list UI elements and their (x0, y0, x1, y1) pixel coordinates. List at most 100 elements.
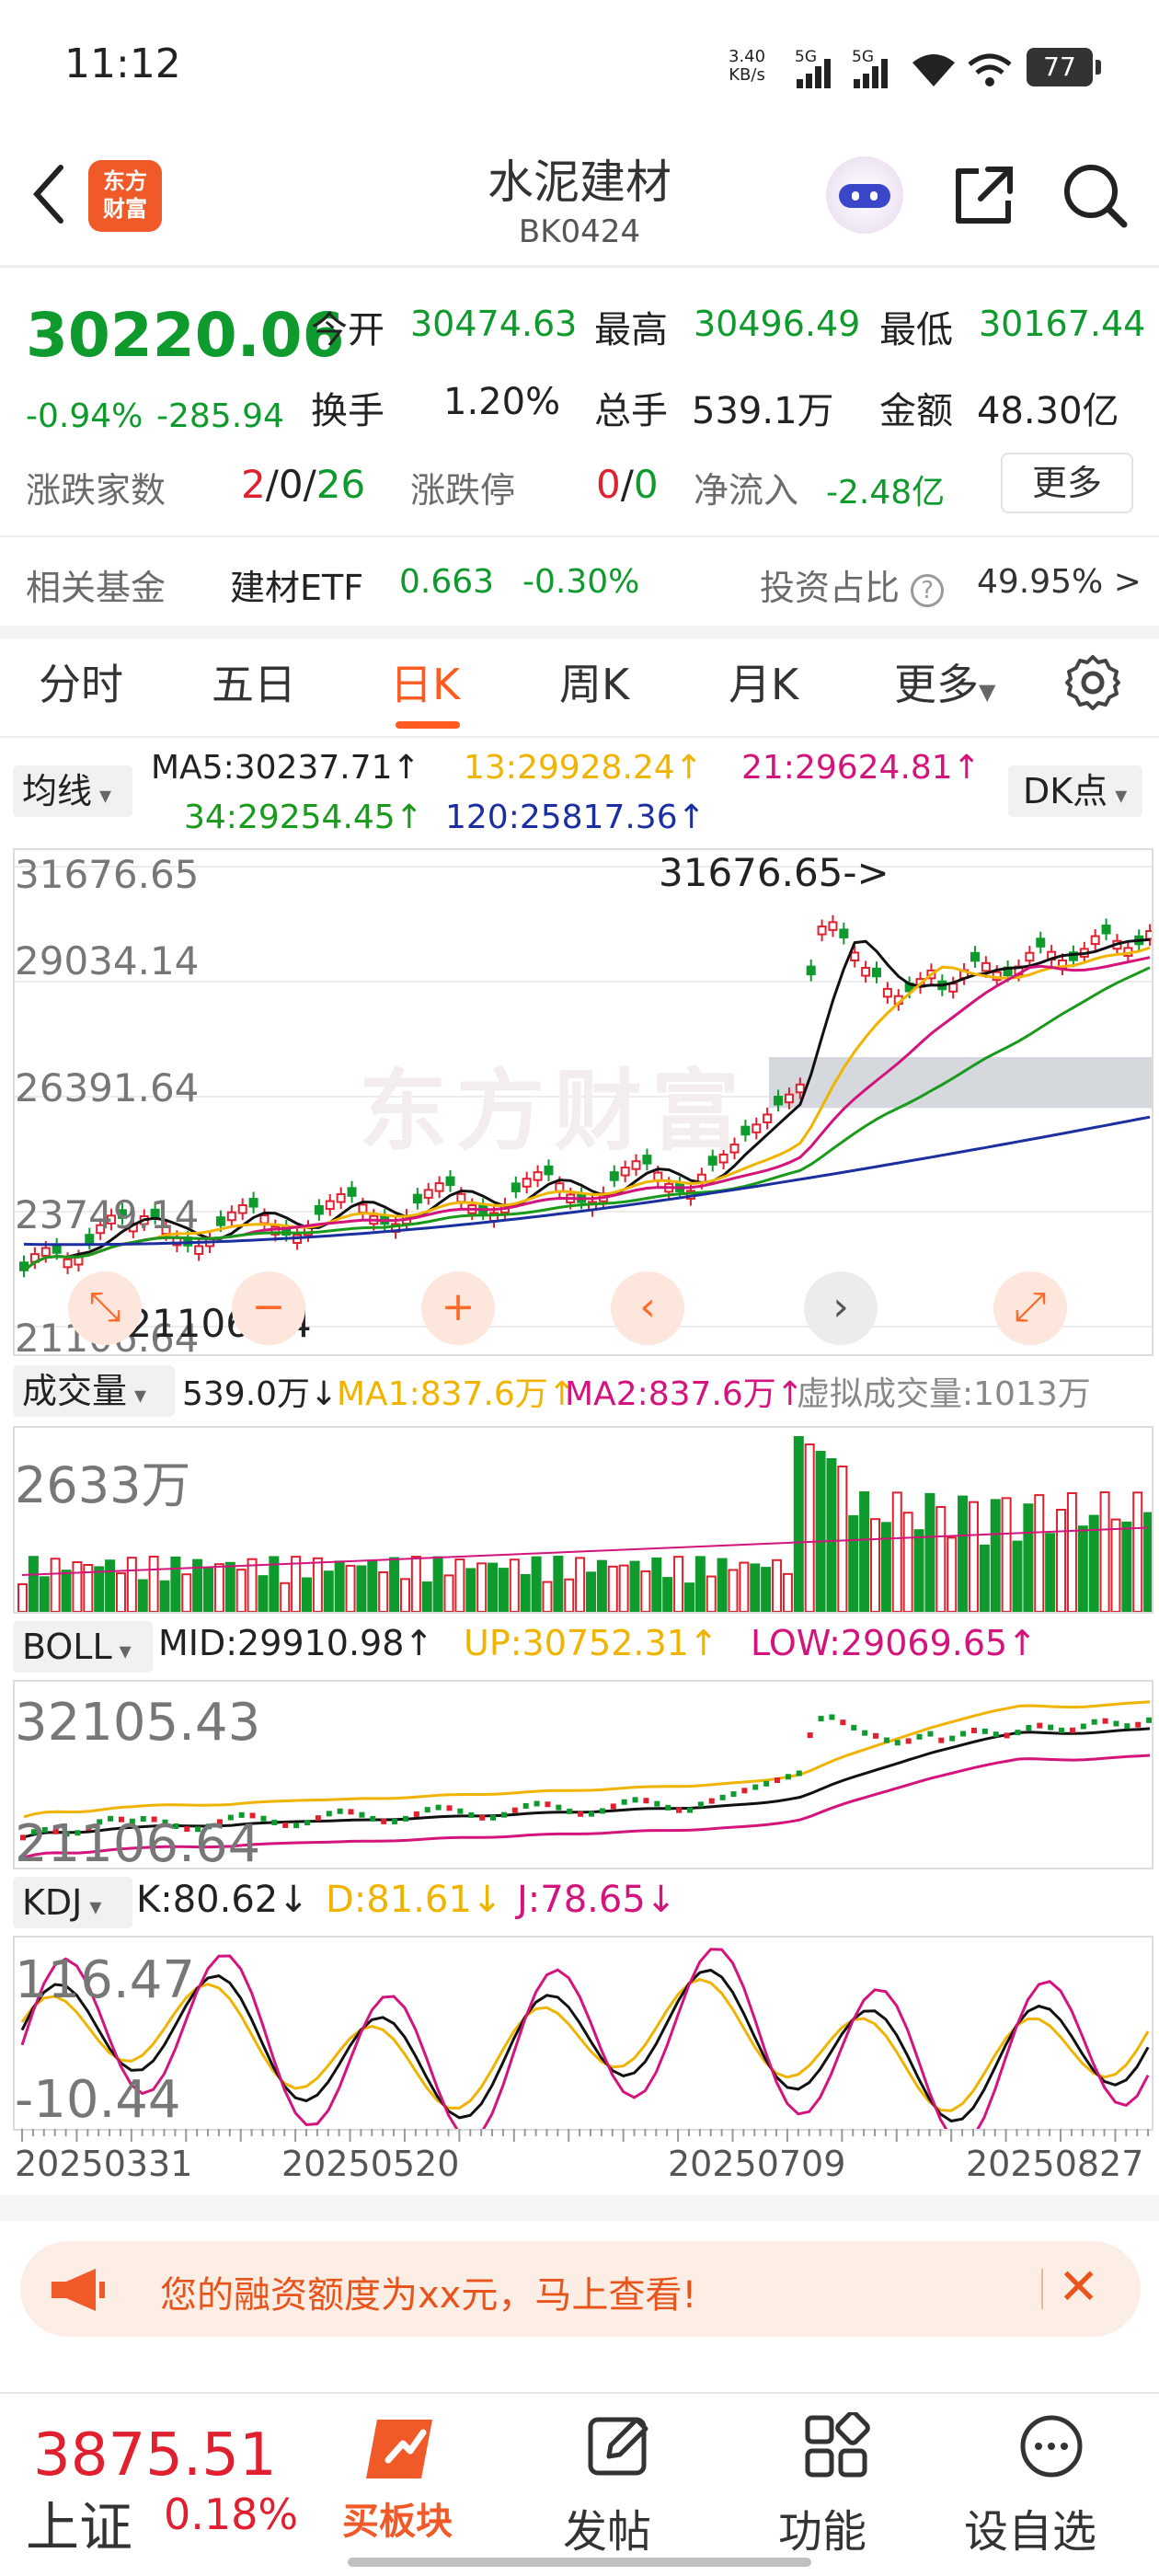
scroll-left-button[interactable]: ‹ (611, 1271, 684, 1345)
tab-five-day[interactable]: 五日 (212, 660, 296, 709)
volume-bar (410, 1556, 421, 1612)
zoom-in-button[interactable]: + (421, 1271, 495, 1345)
tab-monthly-k[interactable]: 月K (729, 660, 799, 709)
financing-banner[interactable]: 您的融资额度为xx元，马上查看! ✕ (20, 2241, 1141, 2337)
volume-bar (235, 1569, 247, 1612)
volume-bar (378, 1570, 389, 1612)
max-price-marker: 31676.65-> (659, 850, 889, 895)
candle (226, 1211, 236, 1222)
expand-icon[interactable]: ⤢ (993, 1271, 1067, 1345)
kdj-k-line (20, 1968, 1150, 2123)
boll-candle (1135, 1721, 1142, 1728)
boll-candle (1146, 1717, 1152, 1723)
volume-bar (924, 1492, 935, 1612)
boll-candle (348, 1809, 354, 1815)
volume-bar (837, 1466, 848, 1612)
network-speed: 3.40 KB/s (729, 48, 765, 85)
volume-bar (334, 1560, 345, 1612)
boll-selector[interactable]: BOLL (13, 1621, 153, 1673)
boll-candle (894, 1740, 901, 1746)
fund-name[interactable]: 建材ETF (230, 568, 364, 608)
candle (620, 1167, 630, 1177)
buy-sector-label[interactable]: 买板块 (342, 2501, 453, 2543)
tab-more[interactable]: 更多▼ (894, 651, 995, 712)
kdj-chart[interactable] (15, 1938, 1152, 2129)
close-icon[interactable]: ✕ (1058, 2258, 1100, 2316)
scroll-right-button[interactable]: › (804, 1271, 878, 1345)
ma-line (23, 946, 1151, 1272)
volume-bar (1001, 1497, 1012, 1612)
boll-candle (446, 1805, 453, 1811)
invest-label[interactable]: 投资占比 ? (760, 559, 945, 610)
candle (609, 1171, 619, 1181)
post-edit-icon[interactable] (585, 2412, 653, 2480)
candle (544, 1165, 554, 1176)
more-button[interactable]: 更多 (1001, 453, 1133, 513)
index-value[interactable]: 3875.51 (33, 2421, 277, 2490)
tab-daily-k[interactable]: 日K (390, 660, 461, 709)
volume-chart[interactable] (15, 1428, 1152, 1612)
index-name[interactable]: 上证 (26, 2496, 133, 2559)
candle (631, 1160, 641, 1170)
tab-weekly-k[interactable]: 周K (559, 660, 630, 709)
function-grid-icon[interactable] (802, 2412, 870, 2480)
signal-icon (797, 55, 833, 88)
search-icon[interactable] (1060, 160, 1130, 230)
boll-candle (676, 1807, 683, 1813)
boll-candle (719, 1794, 726, 1800)
settings-gear-icon[interactable] (1063, 653, 1122, 712)
buy-sector-icon[interactable] (361, 2410, 445, 2488)
boll-chart-frame[interactable] (13, 1680, 1153, 1869)
kline-chart-frame[interactable] (13, 848, 1153, 1356)
volume-bar (586, 1571, 596, 1612)
candle (774, 1096, 784, 1106)
boll-candle (741, 1788, 748, 1794)
post-label[interactable]: 发帖 (563, 2506, 652, 2558)
volume-bar (192, 1558, 203, 1612)
volume-selector[interactable]: 成交量 (13, 1365, 175, 1417)
section-gap-2 (0, 2195, 1159, 2221)
ma-selector[interactable]: 均线 (13, 765, 132, 817)
add-watchlist-label[interactable]: 设自选 (964, 2506, 1097, 2558)
tab-intraday[interactable]: 分时 (39, 660, 123, 709)
kline-chart[interactable] (15, 850, 1152, 1354)
dk-point-selector[interactable]: DK点 (1008, 765, 1142, 817)
date-axis-ticks (21, 2129, 1150, 2142)
boll-line (23, 1754, 1151, 1859)
volume-bar (367, 1559, 378, 1612)
boll-candle (75, 1830, 81, 1836)
zoom-out-button[interactable]: − (232, 1271, 305, 1345)
kline-y3: 26391.64 (15, 1065, 200, 1110)
assistant-robot-icon[interactable] (826, 156, 903, 234)
boll-candle (534, 1800, 540, 1807)
function-label[interactable]: 功能 (778, 2506, 867, 2558)
candle (325, 1200, 335, 1211)
volume-bar (280, 1581, 291, 1612)
boll-chart[interactable] (15, 1682, 1152, 1868)
share-icon[interactable] (951, 162, 1017, 228)
volume-chart-frame[interactable] (13, 1426, 1153, 1614)
boll-candle (589, 1811, 594, 1817)
candle (740, 1125, 751, 1136)
app-logo[interactable]: 东方 财富 (88, 160, 162, 232)
boll-candle (457, 1808, 464, 1814)
boll-candle (30, 1829, 37, 1835)
signal-icon-2 (854, 55, 890, 88)
net-type-2: 5G (852, 48, 874, 66)
candle (555, 1182, 565, 1192)
volume-bar (1034, 1494, 1045, 1612)
more-dots-icon[interactable] (1017, 2412, 1085, 2480)
back-arrow-icon[interactable] (26, 162, 72, 226)
volume-bar (1143, 1512, 1152, 1612)
boll-candle (686, 1807, 693, 1813)
invest-value[interactable]: 49.95% > (977, 563, 1142, 601)
kdj-selector[interactable]: KDJ (13, 1877, 132, 1928)
fullscreen-exit-icon[interactable]: ⤡ (68, 1271, 142, 1345)
kdj-j: J:78.65↓ (517, 1879, 677, 1921)
volume-bar (312, 1557, 323, 1612)
question-icon[interactable]: ? (911, 573, 945, 607)
volume-bar (488, 1562, 499, 1612)
boll-candle (851, 1724, 857, 1731)
high-value: 30496.49 (694, 304, 861, 344)
kdj-chart-frame[interactable] (13, 1936, 1153, 2131)
